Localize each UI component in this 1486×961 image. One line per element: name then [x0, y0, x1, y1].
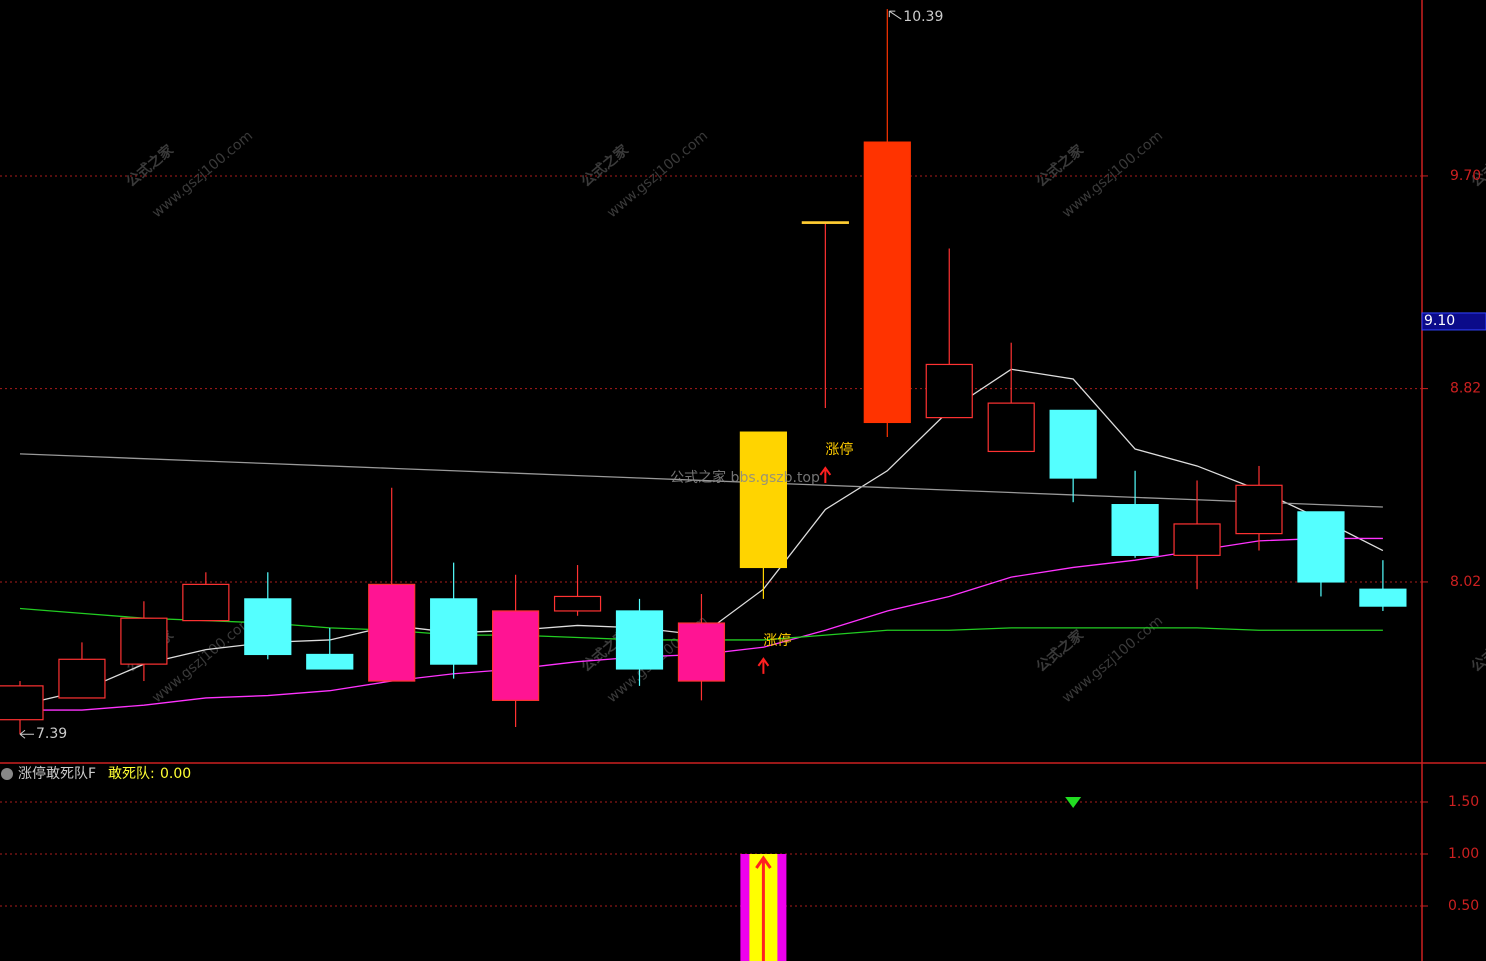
- collapse-icon[interactable]: [1, 768, 13, 780]
- candle-body: [1173, 523, 1221, 556]
- y-tick-label: 8.82: [1450, 381, 1481, 397]
- candle-body: [1111, 504, 1159, 556]
- ma-line: [19, 453, 1383, 508]
- candle-body: [0, 685, 44, 721]
- signal-arrow: [757, 657, 770, 674]
- candle-body: [430, 598, 478, 665]
- indicator-title: 涨停敢死队F: [18, 765, 96, 782]
- candle-body: [801, 221, 849, 224]
- signal-label: 涨停: [825, 441, 853, 458]
- candle-body: [739, 431, 788, 569]
- candle-body: [368, 583, 416, 682]
- signal-label: 涨停: [763, 632, 791, 649]
- low-label: 7.39: [36, 726, 67, 742]
- candle-body: [1049, 409, 1097, 479]
- price-tag: [1421, 312, 1486, 331]
- candle-body: [553, 595, 602, 612]
- marker-arrow: [19, 729, 34, 739]
- candle-body: [58, 658, 106, 699]
- signal-arrow: [819, 466, 832, 483]
- candle-body: [1235, 484, 1283, 535]
- high-label: 10.39: [903, 9, 943, 25]
- y-tick-label: 0.50: [1448, 898, 1479, 914]
- candle-body: [244, 598, 292, 656]
- candle-body: [925, 363, 973, 419]
- candle-body: [677, 622, 726, 682]
- y-tick-label: 9.70: [1450, 168, 1481, 184]
- candle-body: [306, 653, 354, 670]
- readout-label: 敢死队:: [108, 766, 155, 782]
- price-tag-label: 9.10: [1424, 313, 1455, 329]
- candle-body: [863, 141, 911, 424]
- down-triangle: [1065, 797, 1082, 808]
- watermark-center: 公式之家 bbs.gszb.top: [670, 469, 820, 486]
- candle-body: [1359, 588, 1407, 607]
- candle-body: [182, 583, 230, 622]
- marker-arrow: [888, 10, 902, 20]
- candle-body: [120, 617, 168, 665]
- y-tick-label: 1.50: [1448, 794, 1479, 810]
- y-tick-label: 8.02: [1450, 574, 1481, 590]
- candle-body: [615, 610, 664, 670]
- signal-arrow: [755, 855, 772, 961]
- candle-body: [492, 610, 540, 701]
- candle-body: [1297, 511, 1345, 583]
- y-tick-label: 1.00: [1448, 846, 1479, 862]
- readout-value: 0.00: [160, 766, 191, 782]
- candle-body: [987, 402, 1035, 453]
